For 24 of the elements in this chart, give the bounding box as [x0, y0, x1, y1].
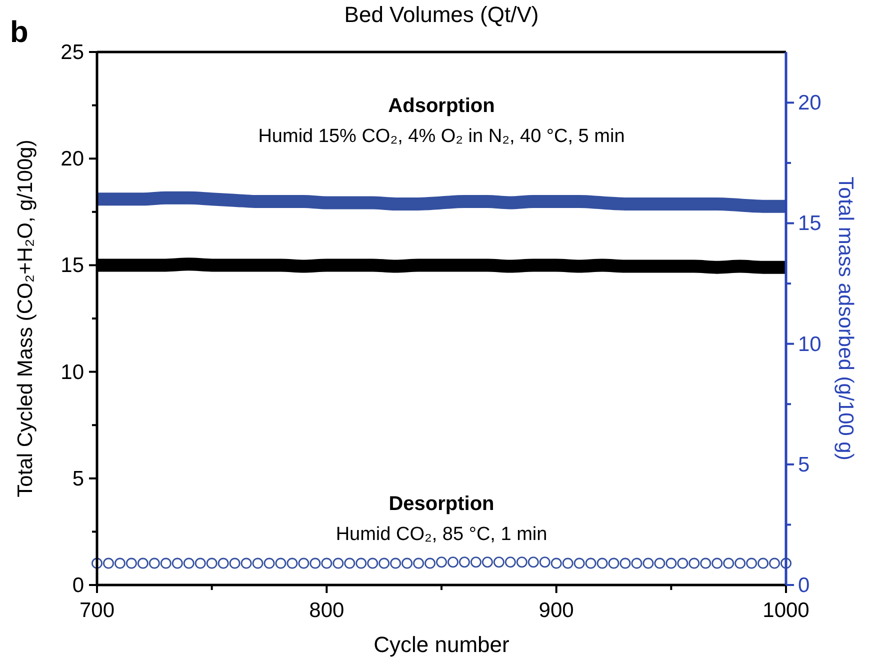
x-tick-label: 1000 [762, 599, 810, 622]
y-tick-label: 25 [60, 41, 84, 64]
y2-axis-title: Total mass adsorbed (g/100 g) [834, 176, 857, 460]
y-tick-label: 20 [60, 148, 84, 171]
x-axis-title: Cycle number [374, 632, 510, 657]
y-axis-title: Total Cycled Mass (CO₂+H₂O, g/100g) [14, 140, 37, 498]
y2-tick-label: 20 [798, 92, 822, 115]
y-tick-label: 15 [60, 254, 84, 278]
x-tick-label: 900 [538, 599, 574, 622]
x2-axis-title: Bed Volumes (Qt/V) [344, 2, 539, 27]
y-tick-label: 10 [60, 360, 84, 384]
y-tick-label: 5 [72, 467, 84, 490]
y2-tick-label: 0 [798, 574, 810, 597]
y2-tick-label: 15 [798, 212, 822, 236]
annotation: Humid CO₂, 85 °C, 1 min [336, 524, 548, 545]
text: b [10, 16, 28, 49]
x-tick-label: 800 [309, 599, 344, 622]
annotation: Humid 15% CO₂, 4% O₂ in N₂, 40 °C, 5 min [258, 126, 625, 147]
y-tick-label: 0 [72, 574, 84, 597]
y2-tick-label: 10 [798, 332, 822, 356]
x-tick-label: 700 [79, 599, 115, 622]
annotation: Desorption [388, 493, 494, 515]
annotation: Adsorption [388, 95, 495, 117]
y2-tick-label: 5 [798, 453, 810, 476]
